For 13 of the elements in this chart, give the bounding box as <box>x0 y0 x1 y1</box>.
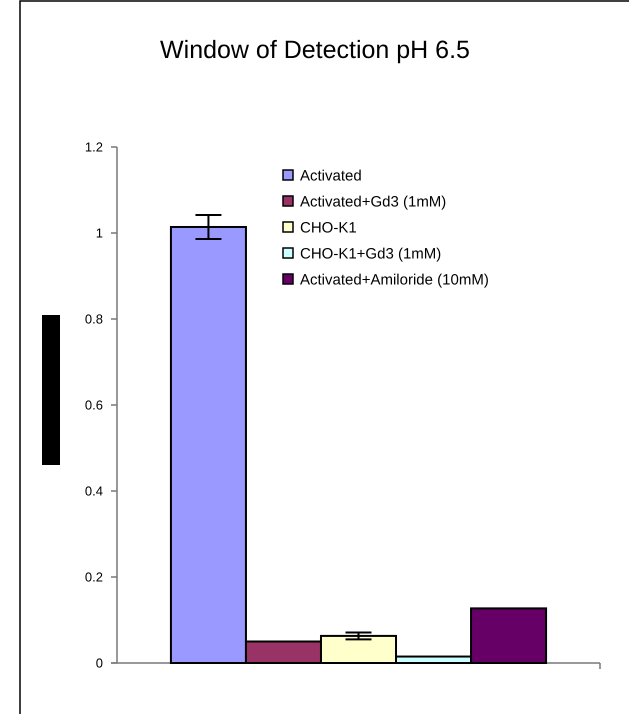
legend-label: Activated+Amiloride (10mM) <box>300 271 489 288</box>
legend-label: CHO-K1 <box>300 219 357 236</box>
y-tick-label: 0.4 <box>84 484 103 499</box>
legend-label: Activated+Gd3 (1mM) <box>300 193 446 210</box>
y-tick-label: 0.2 <box>84 570 103 585</box>
legend-label: CHO-K1+Gd3 (1mM) <box>300 245 442 262</box>
y-tick-label: 0 <box>96 656 103 671</box>
y-tick-label: 1 <box>96 226 103 241</box>
y-tick-label: 0.8 <box>84 312 103 327</box>
legend-label: Activated <box>300 167 362 184</box>
y-tick-label: 1.2 <box>84 140 103 155</box>
chart-title: Window of Detection pH 6.5 <box>160 36 470 64</box>
y-tick-label: 0.6 <box>84 398 103 413</box>
